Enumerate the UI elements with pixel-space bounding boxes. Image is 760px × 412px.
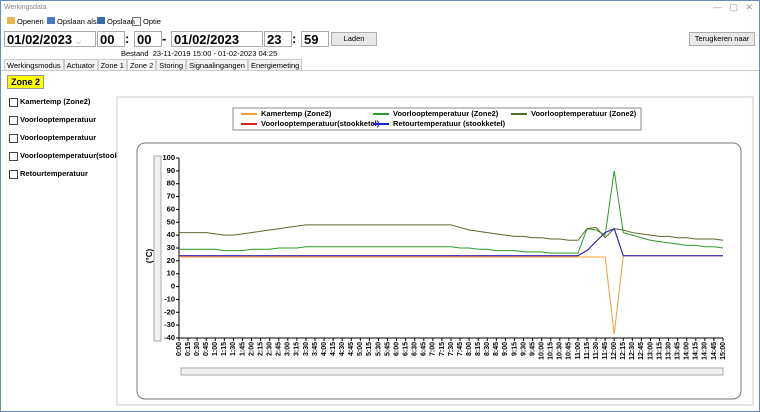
- y-tick-label: 10: [167, 269, 175, 278]
- x-tick-label: 12:15: [620, 342, 627, 360]
- x-tick-label: 2:30: [267, 342, 274, 356]
- x-tick-label: 13:15: [656, 342, 663, 360]
- x-tick-label: 14:45: [711, 342, 718, 360]
- x-tick-label: 13:00: [647, 342, 654, 360]
- x-tick-label: 13:45: [675, 342, 682, 360]
- y-scrollbar[interactable]: [154, 156, 161, 341]
- y-tick-label: -10: [164, 294, 175, 303]
- x-tick-label: 12:30: [629, 342, 636, 360]
- x-tick-label: 10:30: [557, 342, 564, 360]
- x-tick-label: 9:00: [502, 342, 509, 356]
- y-tick-label: -20: [164, 307, 175, 316]
- x-tick-label: 10:45: [566, 342, 573, 360]
- x-tick-label: 8:15: [475, 342, 482, 356]
- x-tick-label: 14:15: [693, 342, 700, 360]
- y-axis-label: (°C): [145, 249, 154, 264]
- x-tick-label: 4:00: [321, 342, 328, 356]
- x-tick-label: 6:15: [403, 342, 410, 356]
- x-tick-label: 6:45: [421, 342, 428, 356]
- y-tick-label: -40: [164, 333, 175, 342]
- x-tick-label: 0:30: [194, 342, 201, 356]
- y-tick-label: 0: [171, 282, 175, 291]
- x-tick-label: 11:30: [593, 342, 600, 360]
- x-tick-label: 3:45: [312, 342, 319, 356]
- x-tick-label: 7:00: [430, 342, 437, 356]
- y-tick-label: 30: [167, 243, 175, 252]
- x-tick-label: 2:00: [248, 342, 255, 356]
- x-tick-label: 1:15: [221, 342, 228, 356]
- x-tick-label: 1:00: [212, 342, 219, 356]
- x-tick-label: 6:00: [393, 342, 400, 356]
- y-tick-label: 90: [167, 166, 175, 175]
- x-tick-label: 8:45: [493, 342, 500, 356]
- y-tick-label: 70: [167, 192, 175, 201]
- x-tick-label: 7:15: [439, 342, 446, 356]
- x-tick-label: 13:30: [665, 342, 672, 360]
- x-tick-label: 9:30: [520, 342, 527, 356]
- x-tick-label: 4:15: [330, 342, 337, 356]
- x-tick-label: 6:30: [412, 342, 419, 356]
- x-tick-label: 0:45: [203, 342, 210, 356]
- x-scrollbar[interactable]: [181, 368, 723, 375]
- x-tick-label: 2:15: [257, 342, 264, 356]
- legend-label: Voorlooptemperatuur(stookketel): [261, 119, 380, 128]
- x-tick-label: 4:30: [339, 342, 346, 356]
- x-tick-label: 0:15: [185, 342, 192, 356]
- y-tick-label: -30: [164, 320, 175, 329]
- x-tick-label: 10:15: [548, 342, 555, 360]
- x-tick-label: 12:00: [611, 342, 618, 360]
- x-tick-label: 0:00: [176, 342, 183, 356]
- y-tick-label: 20: [167, 256, 175, 265]
- x-tick-label: 8:00: [466, 342, 473, 356]
- x-tick-label: 5:15: [366, 342, 373, 356]
- x-tick-label: 14:30: [702, 342, 709, 360]
- x-tick-label: 2:45: [276, 342, 283, 356]
- x-tick-label: 1:45: [239, 342, 246, 356]
- legend-label: Voorlooptemperatuur (Zone2): [531, 109, 637, 118]
- x-tick-label: 9:15: [511, 342, 518, 356]
- x-tick-label: 3:00: [285, 342, 292, 356]
- legend-label: Retourtemperatuur (stookketel): [393, 119, 506, 128]
- x-tick-label: 3:15: [294, 342, 301, 356]
- x-tick-label: 5:30: [375, 342, 382, 356]
- y-tick-label: 60: [167, 204, 175, 213]
- x-tick-label: 7:30: [448, 342, 455, 356]
- x-tick-label: 4:45: [348, 342, 355, 356]
- x-tick-label: 5:00: [357, 342, 364, 356]
- x-tick-label: 5:45: [384, 342, 391, 356]
- x-tick-label: 9:45: [529, 342, 536, 356]
- x-tick-label: 11:00: [575, 342, 582, 360]
- x-tick-label: 3:30: [303, 342, 310, 356]
- x-tick-label: 10:00: [539, 342, 546, 360]
- x-tick-label: 14:00: [684, 342, 691, 360]
- x-tick-label: 11:15: [584, 342, 591, 360]
- y-tick-label: 80: [167, 179, 175, 188]
- x-tick-label: 15:00: [720, 342, 727, 360]
- y-tick-label: 100: [162, 153, 175, 162]
- y-tick-label: 40: [167, 230, 175, 239]
- x-tick-label: 8:30: [484, 342, 491, 356]
- legend-label: Kamertemp (Zone2): [261, 109, 332, 118]
- x-tick-label: 1:30: [230, 342, 237, 356]
- x-tick-label: 12:45: [638, 342, 645, 360]
- legend-label: Voorlooptemperatuur (Zone2): [393, 109, 499, 118]
- y-tick-label: 50: [167, 217, 175, 226]
- x-tick-label: 7:45: [457, 342, 464, 356]
- x-tick-label: 11:45: [602, 342, 609, 360]
